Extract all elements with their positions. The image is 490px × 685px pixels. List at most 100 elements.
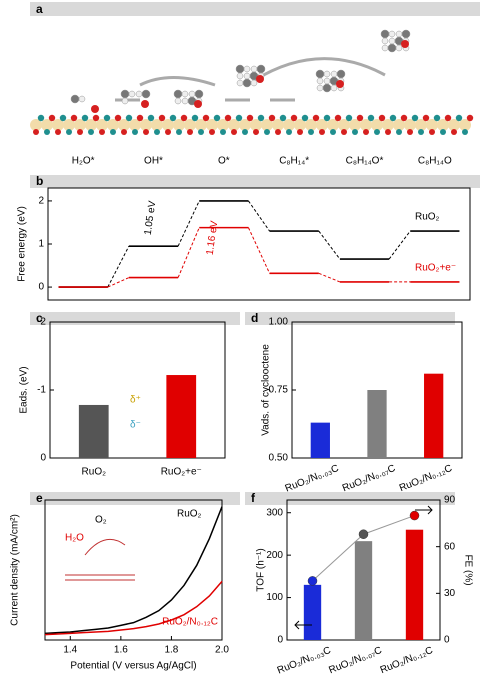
atom (120, 89, 130, 99)
panel-header (30, 312, 240, 325)
atom (121, 97, 129, 105)
atom (250, 65, 258, 73)
atom (330, 129, 336, 135)
atom (316, 84, 324, 92)
x-tick-label: 1.8 (164, 645, 178, 656)
atom (118, 119, 130, 131)
atom (135, 90, 143, 98)
bar (303, 584, 322, 640)
atom (283, 119, 295, 131)
arrow (115, 57, 386, 102)
atom (209, 129, 215, 135)
atom (231, 129, 237, 135)
atom (286, 129, 292, 135)
y2-axis-label: FE (%) (462, 554, 473, 585)
atom (188, 90, 196, 98)
x-tick-label: RuO₂/N₀.₀₇C (327, 645, 383, 676)
atom (429, 129, 435, 135)
atom (236, 79, 244, 87)
atom (107, 119, 119, 131)
y-tick-label: 0 (38, 282, 44, 293)
connector (388, 230, 411, 260)
atom (316, 77, 324, 85)
atom (41, 119, 53, 131)
y2-tick-label: 30 (444, 588, 456, 599)
atom (301, 114, 309, 122)
atom (411, 114, 419, 122)
atom (395, 30, 403, 38)
atom (400, 114, 408, 122)
atom (206, 119, 218, 131)
x-tick-label: RuO₂/N₀.₀₃C (276, 645, 333, 676)
step-label: O* (218, 156, 230, 167)
atom (330, 84, 338, 92)
panel-header (30, 492, 240, 505)
atom (235, 64, 245, 74)
connector (318, 230, 341, 260)
atom (257, 114, 265, 122)
atom (378, 114, 386, 122)
atom (70, 114, 78, 122)
atom (261, 119, 273, 131)
atom (85, 119, 97, 131)
atom (256, 64, 266, 74)
y-tick-label: 1 (38, 239, 44, 250)
atom (272, 119, 284, 131)
atom (91, 105, 99, 113)
atom (323, 114, 331, 122)
atom (224, 114, 232, 122)
atom (388, 37, 396, 45)
atom (78, 95, 86, 103)
atom (393, 119, 405, 131)
y-tick-label: -2 (37, 317, 46, 328)
y-axis-label: Vads. of cyclooctene (261, 344, 272, 436)
legend-label: RuO₂+e⁻ (415, 263, 456, 274)
series-label: RuO₂/N₀.₁₂C (162, 617, 218, 628)
y-tick-label: -1 (37, 385, 46, 396)
atom (338, 119, 350, 131)
atom (387, 43, 397, 53)
panel-header (30, 2, 480, 16)
atom (228, 119, 240, 131)
step-label: C₈H₁₄* (279, 156, 309, 167)
atom (129, 119, 141, 131)
atom (253, 129, 259, 135)
annotation: 1.05 eV (143, 200, 159, 236)
atom (401, 40, 409, 48)
fe-point (409, 510, 420, 521)
atom (121, 129, 127, 135)
panel-label: c (36, 311, 43, 325)
atom (322, 83, 332, 93)
atom (380, 29, 390, 39)
atom (275, 129, 281, 135)
y-tick-label: 0.75 (269, 385, 289, 396)
atom (382, 119, 394, 131)
x-tick-label: 1.6 (114, 645, 128, 656)
atom (264, 129, 270, 135)
x-tick-label: RuO₂ (82, 467, 107, 478)
annotation: δ⁺ (130, 395, 141, 406)
annotation: H₂O (65, 533, 84, 544)
y-tick-label: 0.50 (269, 453, 289, 464)
fe-point (358, 529, 369, 539)
atom (128, 90, 136, 98)
atom (455, 114, 463, 122)
atom (99, 129, 105, 135)
atom (395, 44, 403, 52)
atom (437, 119, 449, 131)
atom (422, 114, 430, 122)
atom (77, 129, 83, 135)
x-tick-label: RuO₂+e⁻ (161, 467, 202, 478)
atom (294, 119, 306, 131)
step-label: H₂O* (72, 156, 95, 167)
atom (312, 114, 320, 122)
atom (396, 129, 402, 135)
curve (44, 506, 223, 635)
atom (334, 114, 342, 122)
atom (132, 129, 138, 135)
atom (52, 119, 64, 131)
connector (177, 200, 200, 247)
atom (187, 129, 193, 135)
icon (65, 538, 135, 581)
